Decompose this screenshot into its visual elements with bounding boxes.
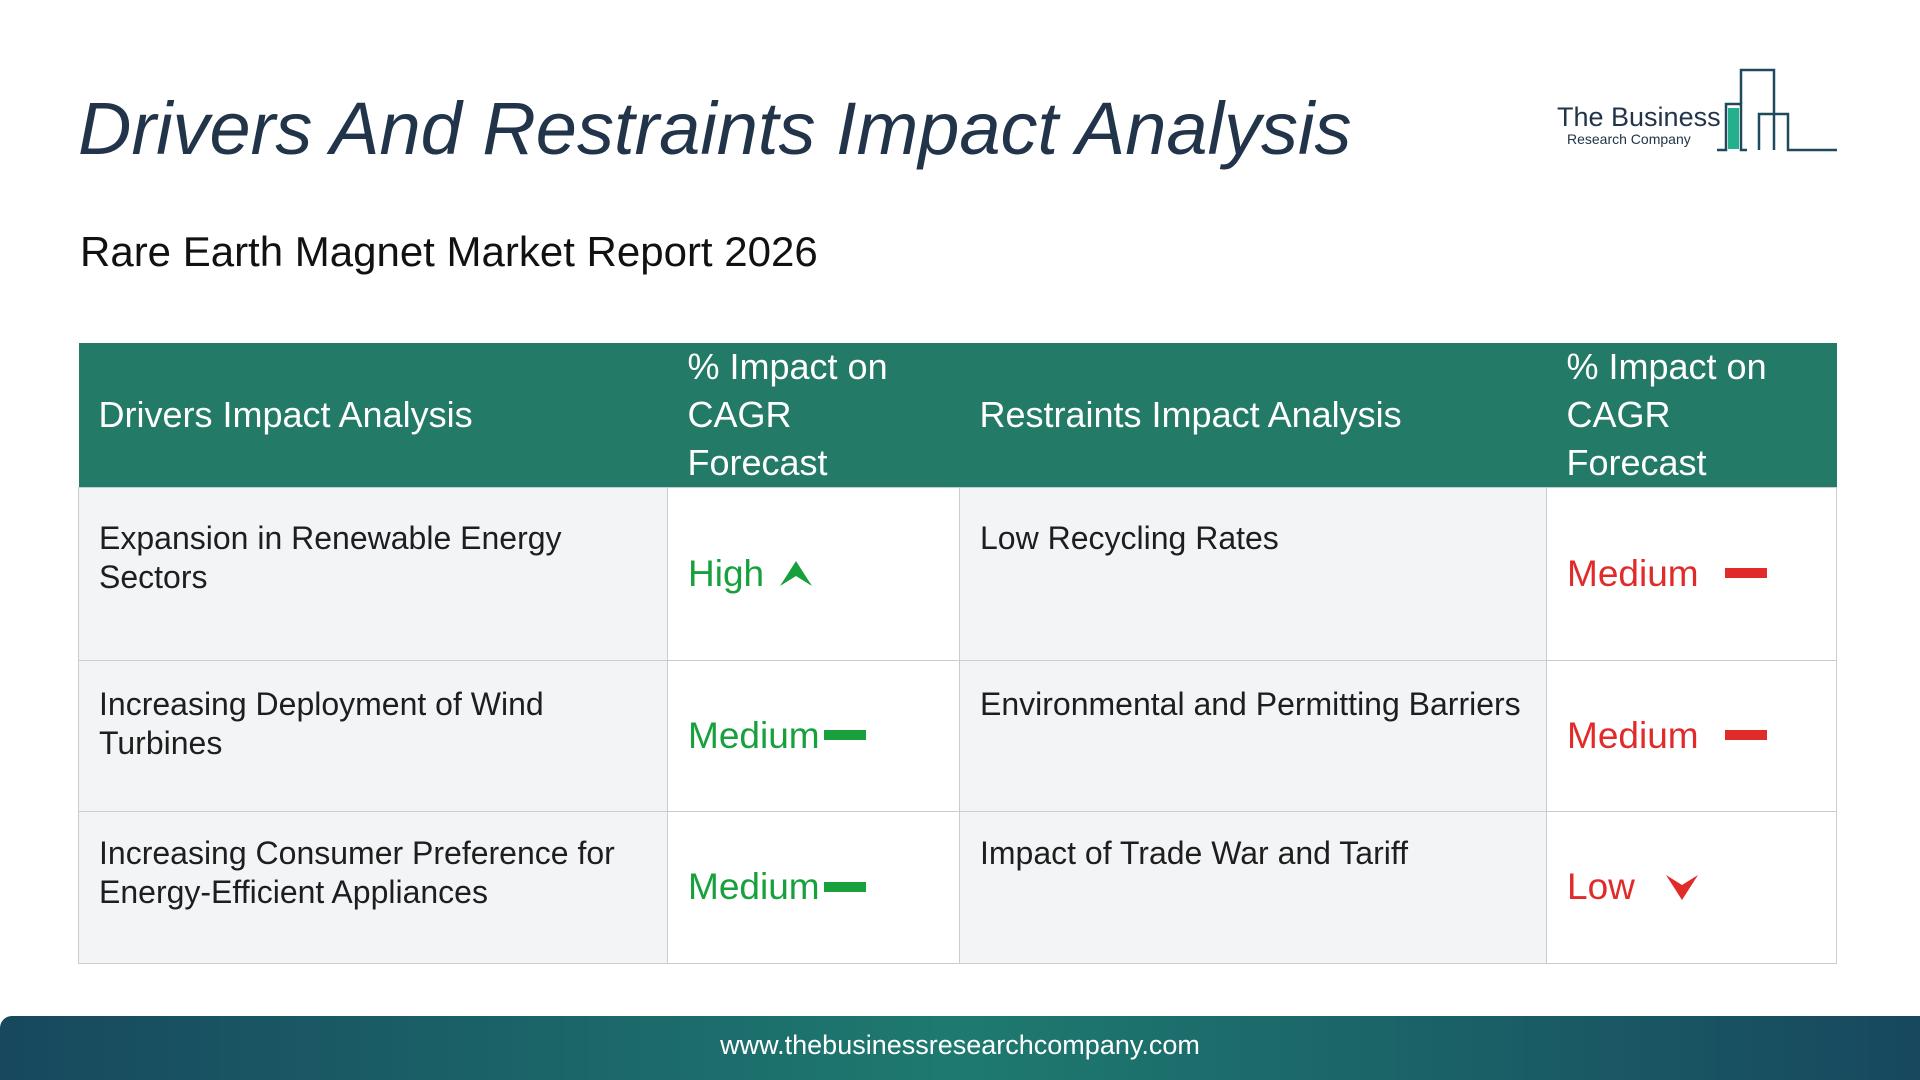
header-restraints: Restraints Impact Analysis xyxy=(959,343,1547,488)
restraint-impact-level: Low xyxy=(1567,866,1635,907)
driver-cell: Increasing Consumer Preference for Energ… xyxy=(78,811,668,964)
header-restraints-impact: % Impact on CAGR Forecast xyxy=(1546,343,1837,488)
dash-icon xyxy=(823,881,866,892)
table-row: Increasing Consumer Preference for Energ… xyxy=(78,811,1837,964)
page-title: Drivers And Restraints Impact Analysis xyxy=(78,87,1352,170)
arrow-down-icon xyxy=(1665,874,1698,900)
dash-icon xyxy=(1724,730,1767,740)
restraint-impact-cell: Medium xyxy=(1546,660,1837,812)
logo-name: The Business xyxy=(1557,102,1721,132)
table-row: Increasing Deployment of Wind Turbines M… xyxy=(78,660,1837,812)
header-drivers: Drivers Impact Analysis xyxy=(78,343,668,488)
driver-impact-level: Medium xyxy=(688,866,820,907)
arrow-up-icon xyxy=(780,561,813,586)
bar-chart-building-logo-icon xyxy=(1717,68,1837,152)
driver-cell: Expansion in Renewable Energy Sectors xyxy=(78,487,668,661)
restraint-cell: Impact of Trade War and Tariff xyxy=(959,811,1547,964)
table-header-row: Drivers Impact Analysis % Impact on CAGR… xyxy=(78,343,1837,488)
header-drivers-impact: % Impact on CAGR Forecast xyxy=(667,343,960,488)
restraint-impact-level: Medium xyxy=(1567,714,1699,756)
driver-impact-level: Medium xyxy=(688,714,820,756)
dash-icon xyxy=(823,730,866,740)
company-logo: The Business Research Company xyxy=(1553,68,1837,158)
restraint-cell: Environmental and Permitting Barriers xyxy=(959,660,1547,812)
impact-analysis-table: Drivers Impact Analysis % Impact on CAGR… xyxy=(78,343,1837,964)
table-row: Expansion in Renewable Energy Sectors Hi… xyxy=(78,487,1837,661)
restraint-impact-cell: Medium xyxy=(1546,487,1837,661)
driver-impact-level: High xyxy=(688,552,765,594)
footer-url: www.thebusinessresearchcompany.com xyxy=(720,1030,1200,1060)
report-subtitle: Rare Earth Magnet Market Report 2026 xyxy=(80,228,818,275)
driver-impact-cell: Medium xyxy=(667,660,960,812)
logo-subname: Research Company xyxy=(1567,131,1691,147)
restraint-impact-level: Medium xyxy=(1567,552,1699,594)
driver-impact-cell: High xyxy=(667,487,960,661)
restraint-cell: Low Recycling Rates xyxy=(959,487,1547,661)
driver-impact-cell: Medium xyxy=(667,811,960,964)
footer-bar: www.thebusinessresearchcompany.com xyxy=(0,1016,1920,1080)
dash-icon xyxy=(1724,568,1767,578)
driver-cell: Increasing Deployment of Wind Turbines xyxy=(78,660,668,812)
restraint-impact-cell: Low xyxy=(1546,811,1837,964)
